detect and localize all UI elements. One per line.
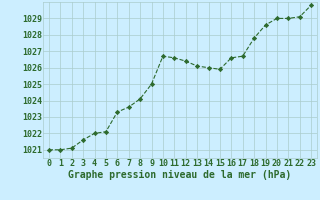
- X-axis label: Graphe pression niveau de la mer (hPa): Graphe pression niveau de la mer (hPa): [68, 170, 292, 180]
